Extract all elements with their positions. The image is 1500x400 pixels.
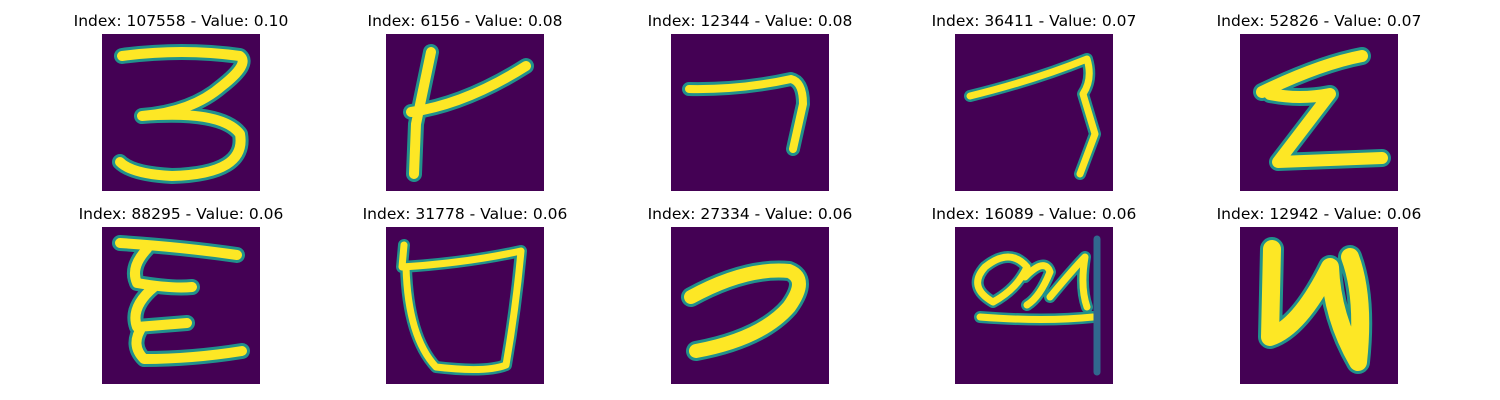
digit-image — [102, 34, 260, 191]
panel-6: Index: 88295 - Value: 0.06 — [61, 205, 301, 395]
panel-9: Index: 16089 - Value: 0.06 — [914, 205, 1154, 395]
panel-title: Index: 36411 - Value: 0.07 — [931, 12, 1137, 30]
digit-image — [386, 34, 544, 191]
panel-10: Index: 12942 - Value: 0.06 — [1199, 205, 1439, 395]
digit-image — [671, 34, 829, 191]
panel-1: Index: 107558 - Value: 0.10 — [61, 12, 301, 202]
panel-8: Index: 27334 - Value: 0.06 — [630, 205, 870, 395]
panel-7: Index: 31778 - Value: 0.06 — [345, 205, 585, 395]
digit-image — [386, 227, 544, 384]
panel-title: Index: 12942 - Value: 0.06 — [1216, 205, 1422, 223]
panel-title: Index: 88295 - Value: 0.06 — [78, 205, 284, 223]
digit-image — [671, 227, 829, 384]
digit-image — [1240, 227, 1398, 384]
panel-5: Index: 52826 - Value: 0.07 — [1199, 12, 1439, 202]
panel-4: Index: 36411 - Value: 0.07 — [914, 12, 1154, 202]
panel-title: Index: 12344 - Value: 0.08 — [647, 12, 853, 30]
panel-2: Index: 6156 - Value: 0.08 — [345, 12, 585, 202]
panel-title: Index: 31778 - Value: 0.06 — [362, 205, 568, 223]
digit-image — [102, 227, 260, 384]
digit-image — [955, 34, 1113, 191]
panel-title: Index: 16089 - Value: 0.06 — [931, 205, 1137, 223]
panel-title: Index: 107558 - Value: 0.10 — [73, 12, 289, 30]
digit-image — [1240, 34, 1398, 191]
panel-title: Index: 6156 - Value: 0.08 — [367, 12, 563, 30]
panel-3: Index: 12344 - Value: 0.08 — [630, 12, 870, 202]
panel-title: Index: 52826 - Value: 0.07 — [1216, 12, 1422, 30]
digit-image — [955, 227, 1113, 384]
panel-title: Index: 27334 - Value: 0.06 — [647, 205, 853, 223]
